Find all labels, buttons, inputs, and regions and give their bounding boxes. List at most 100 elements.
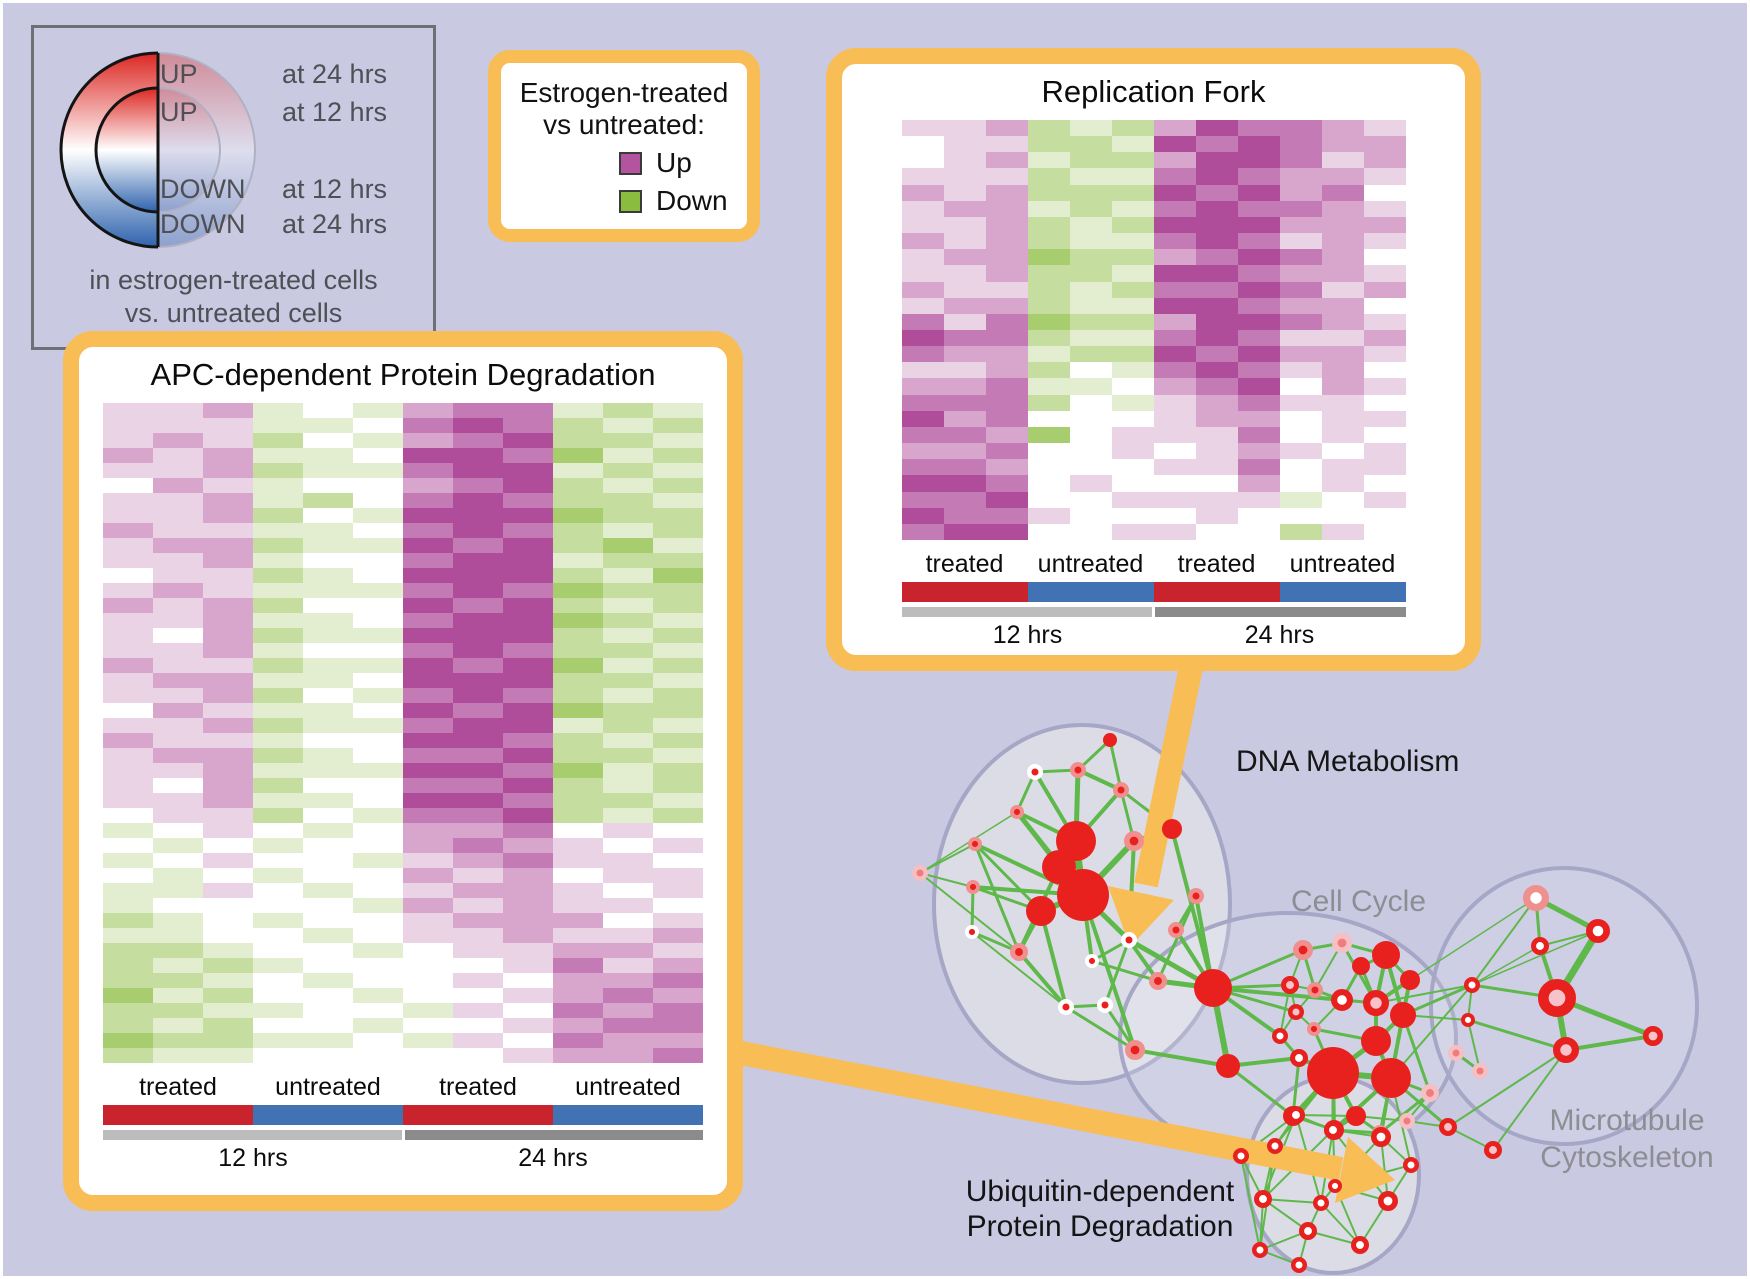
heatmap-cell [403, 658, 453, 673]
heatmap-cell [503, 853, 553, 868]
heatmap-cell [453, 718, 503, 733]
gene-node [1361, 1026, 1391, 1056]
heatmap-cell [353, 1003, 403, 1018]
timepoint-bar [901, 607, 1152, 617]
microtubule-label-line1: Microtubule [1549, 1104, 1704, 1137]
heatmap-cell [985, 426, 1028, 444]
heatmap-cell [403, 1018, 453, 1033]
heatmap-cell [653, 1048, 703, 1063]
gene-node [1585, 918, 1610, 943]
heatmap-cell [353, 883, 403, 898]
heatmap-cell [1279, 410, 1322, 427]
ring-footer-line2: vs. untreated cells [124, 298, 343, 328]
heatmap-cell [453, 418, 503, 433]
heatmap-cell [553, 598, 603, 613]
heatmap-cell [153, 733, 203, 748]
gene-node [1290, 1256, 1307, 1273]
heatmap-cell [653, 493, 703, 508]
heatmap-cell [203, 688, 253, 703]
condition-label: untreated [1289, 550, 1396, 578]
network-edge [1134, 1048, 1229, 1068]
heatmap-cell [253, 538, 303, 553]
heatmap-cell [403, 778, 453, 793]
heatmap-cell [553, 763, 603, 778]
condition-bar [553, 1105, 703, 1125]
heatmap-cell [1363, 313, 1406, 330]
heatmap-cell [103, 448, 153, 463]
heatmap-cell [203, 643, 253, 658]
heatmap-cell [103, 598, 153, 613]
heatmap-cell [1153, 459, 1196, 476]
heatmap-cell [1027, 443, 1070, 460]
heatmap-cell [1027, 216, 1070, 234]
heatmap-cell [253, 1033, 303, 1048]
heatmap-cell [103, 1003, 153, 1018]
heatmap-cell [653, 1003, 703, 1018]
heatmap-cell [153, 463, 203, 478]
heatmap-cell [1027, 410, 1070, 427]
heatmap-cell [943, 265, 986, 282]
heatmap-cell [653, 523, 703, 538]
heatmap-cell [103, 793, 153, 808]
heatmap-cell [1111, 523, 1154, 540]
heatmap-cell [653, 928, 703, 943]
heatmap-cell [901, 394, 944, 411]
heatmap-cell [653, 688, 703, 703]
heatmap-cell [1069, 136, 1112, 153]
heatmap-cell [1363, 410, 1406, 427]
heatmap-cell [453, 598, 503, 613]
heatmap-cell [603, 478, 653, 493]
network-edge [1262, 1198, 1322, 1204]
gene-node [1332, 932, 1353, 953]
heatmap-cell [103, 958, 153, 973]
heatmap-cell [1069, 120, 1112, 137]
heatmap-cell [553, 553, 603, 568]
timepoint-bars [103, 1130, 703, 1140]
heatmap-cell [303, 808, 353, 823]
heatmap-cell [943, 426, 986, 444]
heatmap-cell [1069, 475, 1112, 492]
heatmap-cell [901, 265, 944, 282]
heatmap-cell [453, 1048, 503, 1063]
heatmap-cell [103, 643, 153, 658]
gene-node [1057, 998, 1074, 1015]
heatmap-cell [1363, 168, 1406, 185]
heatmap-cell [503, 493, 553, 508]
heatmap-cell [1027, 281, 1070, 298]
heatmap-cell [653, 763, 703, 778]
heatmap-cell [1195, 507, 1238, 524]
heatmap-cell [403, 433, 453, 448]
condition-label: treated [925, 550, 1004, 578]
heatmap-cell [943, 313, 986, 330]
heatmap-cell [553, 898, 603, 913]
heatmap-cell [253, 433, 303, 448]
heatmap-cell [1279, 362, 1322, 379]
heatmap-cell [303, 883, 353, 898]
network-edge [1108, 739, 1123, 791]
heatmap-cell [1153, 507, 1196, 524]
heatmap-cell [103, 508, 153, 523]
heatmap-cell [943, 443, 986, 460]
gene-node [1643, 1026, 1664, 1047]
estrogen-legend-title: Estrogen-treated vs untreated: [501, 77, 747, 141]
heatmap-cell [943, 394, 986, 411]
heatmap-cell [103, 1033, 153, 1048]
heatmap-cell [503, 838, 553, 853]
heatmap-cell [453, 643, 503, 658]
heatmap-cell [1237, 523, 1280, 540]
heatmap-cell [403, 493, 453, 508]
condition-label: untreated [1037, 550, 1144, 578]
heatmap-cell [603, 1048, 653, 1063]
heatmap-cell [603, 598, 653, 613]
heatmap-cell [901, 297, 944, 314]
heatmap-cell [503, 583, 553, 598]
network-edge [1320, 1202, 1361, 1246]
heatmap-cell [1363, 330, 1406, 347]
heatmap-cell [303, 748, 353, 763]
heatmap-cell [203, 718, 253, 733]
heatmap-cell [203, 733, 253, 748]
heatmap-cell [901, 410, 944, 427]
condition-bar [253, 1105, 403, 1125]
heatmap-cell [253, 913, 303, 928]
heatmap-cell [1153, 152, 1196, 169]
